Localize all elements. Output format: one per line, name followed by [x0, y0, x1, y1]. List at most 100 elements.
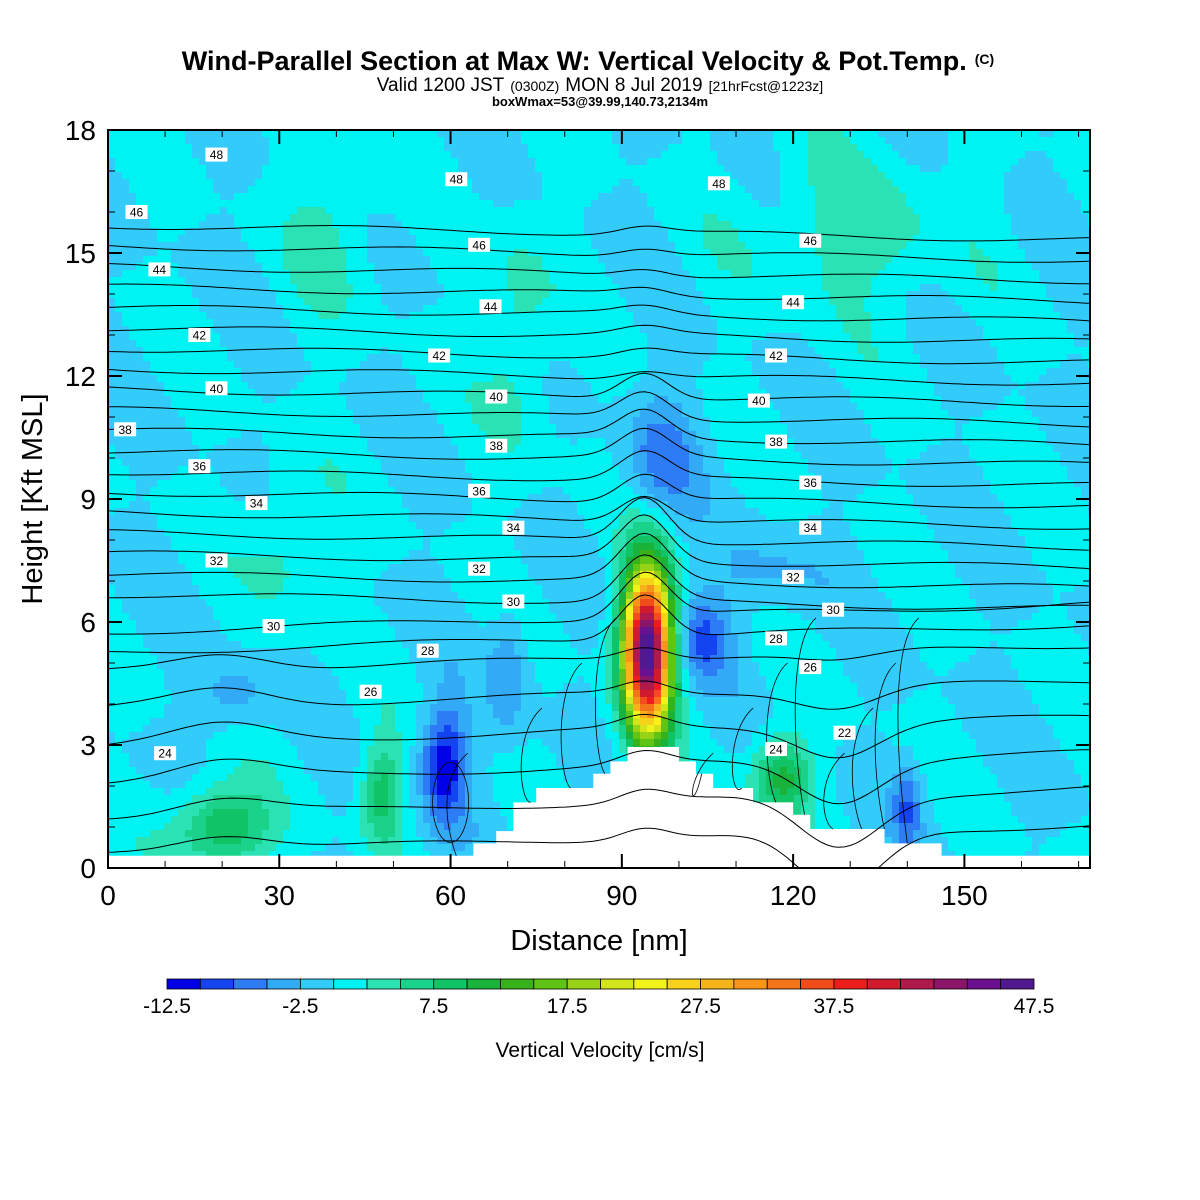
field-cell	[185, 431, 193, 439]
field-cell	[374, 312, 382, 320]
field-cell	[311, 571, 319, 579]
field-cell	[325, 641, 333, 649]
field-cell	[353, 354, 361, 362]
field-cell	[108, 620, 116, 628]
field-cell	[108, 144, 116, 152]
field-cell	[346, 711, 354, 719]
field-cell	[171, 452, 179, 460]
field-cell	[346, 648, 354, 656]
field-cell	[416, 382, 424, 390]
field-cell	[290, 221, 298, 229]
field-cell	[143, 494, 151, 502]
field-cell	[199, 480, 207, 488]
field-cell	[150, 417, 158, 425]
field-cell	[276, 249, 284, 257]
field-cell	[269, 795, 277, 803]
field-cell	[381, 760, 389, 768]
field-cell	[157, 781, 165, 789]
field-cell	[353, 844, 361, 852]
field-cell	[269, 781, 277, 789]
field-cell	[290, 382, 298, 390]
field-cell	[395, 746, 403, 754]
field-cell	[115, 221, 123, 229]
field-cell	[423, 424, 431, 432]
field-cell	[367, 326, 375, 334]
field-cell	[129, 830, 137, 838]
field-cell	[416, 417, 424, 425]
field-cell	[339, 711, 347, 719]
field-cell	[129, 557, 137, 565]
field-cell	[234, 396, 242, 404]
field-cell	[248, 333, 256, 341]
field-cell	[318, 844, 326, 852]
field-cell	[374, 151, 382, 159]
field-cell	[234, 620, 242, 628]
field-cell	[276, 753, 284, 761]
field-cell	[318, 305, 326, 313]
field-cell	[185, 319, 193, 327]
field-cell	[304, 564, 312, 572]
field-cell	[248, 242, 256, 250]
field-cell	[276, 571, 284, 579]
field-cell	[143, 319, 151, 327]
field-cell	[290, 781, 298, 789]
field-cell	[297, 305, 305, 313]
field-cell	[185, 753, 193, 761]
field-cell	[178, 473, 186, 481]
field-cell	[157, 389, 165, 397]
field-cell	[409, 690, 417, 698]
field-cell	[388, 445, 396, 453]
field-cell	[353, 851, 361, 859]
field-cell	[388, 186, 396, 194]
field-cell	[255, 585, 263, 593]
field-cell	[297, 417, 305, 425]
field-cell	[241, 200, 249, 208]
field-cell	[199, 655, 207, 663]
field-cell	[430, 515, 438, 523]
field-cell	[423, 396, 431, 404]
field-cell	[115, 669, 123, 677]
field-cell	[311, 480, 319, 488]
field-cell	[255, 137, 263, 145]
field-cell	[297, 480, 305, 488]
field-cell	[402, 424, 410, 432]
field-cell	[346, 417, 354, 425]
field-cell	[283, 788, 291, 796]
field-cell	[360, 333, 368, 341]
field-cell	[381, 746, 389, 754]
field-cell	[220, 592, 228, 600]
field-cell	[206, 501, 214, 509]
field-cell	[381, 417, 389, 425]
field-cell	[213, 599, 221, 607]
field-cell	[304, 312, 312, 320]
field-cell	[227, 389, 235, 397]
field-cell	[360, 347, 368, 355]
field-cell	[276, 522, 284, 530]
field-cell	[318, 662, 326, 670]
field-cell	[416, 557, 424, 565]
field-cell	[409, 179, 417, 187]
field-cell	[409, 298, 417, 306]
field-cell	[388, 249, 396, 257]
field-cell	[241, 704, 249, 712]
field-cell	[136, 361, 144, 369]
field-cell	[297, 585, 305, 593]
field-cell	[353, 256, 361, 264]
field-cell	[115, 543, 123, 551]
field-cell	[290, 683, 298, 691]
field-cell	[353, 235, 361, 243]
field-cell	[430, 753, 438, 761]
field-cell	[115, 690, 123, 698]
field-cell	[367, 375, 375, 383]
field-cell	[325, 389, 333, 397]
field-cell	[255, 424, 263, 432]
field-cell	[332, 368, 340, 376]
field-cell	[304, 319, 312, 327]
field-cell	[311, 305, 319, 313]
field-cell	[115, 130, 123, 138]
field-cell	[346, 137, 354, 145]
field-cell	[304, 725, 312, 733]
field-cell	[416, 452, 424, 460]
field-cell	[136, 634, 144, 642]
field-cell	[143, 676, 151, 684]
